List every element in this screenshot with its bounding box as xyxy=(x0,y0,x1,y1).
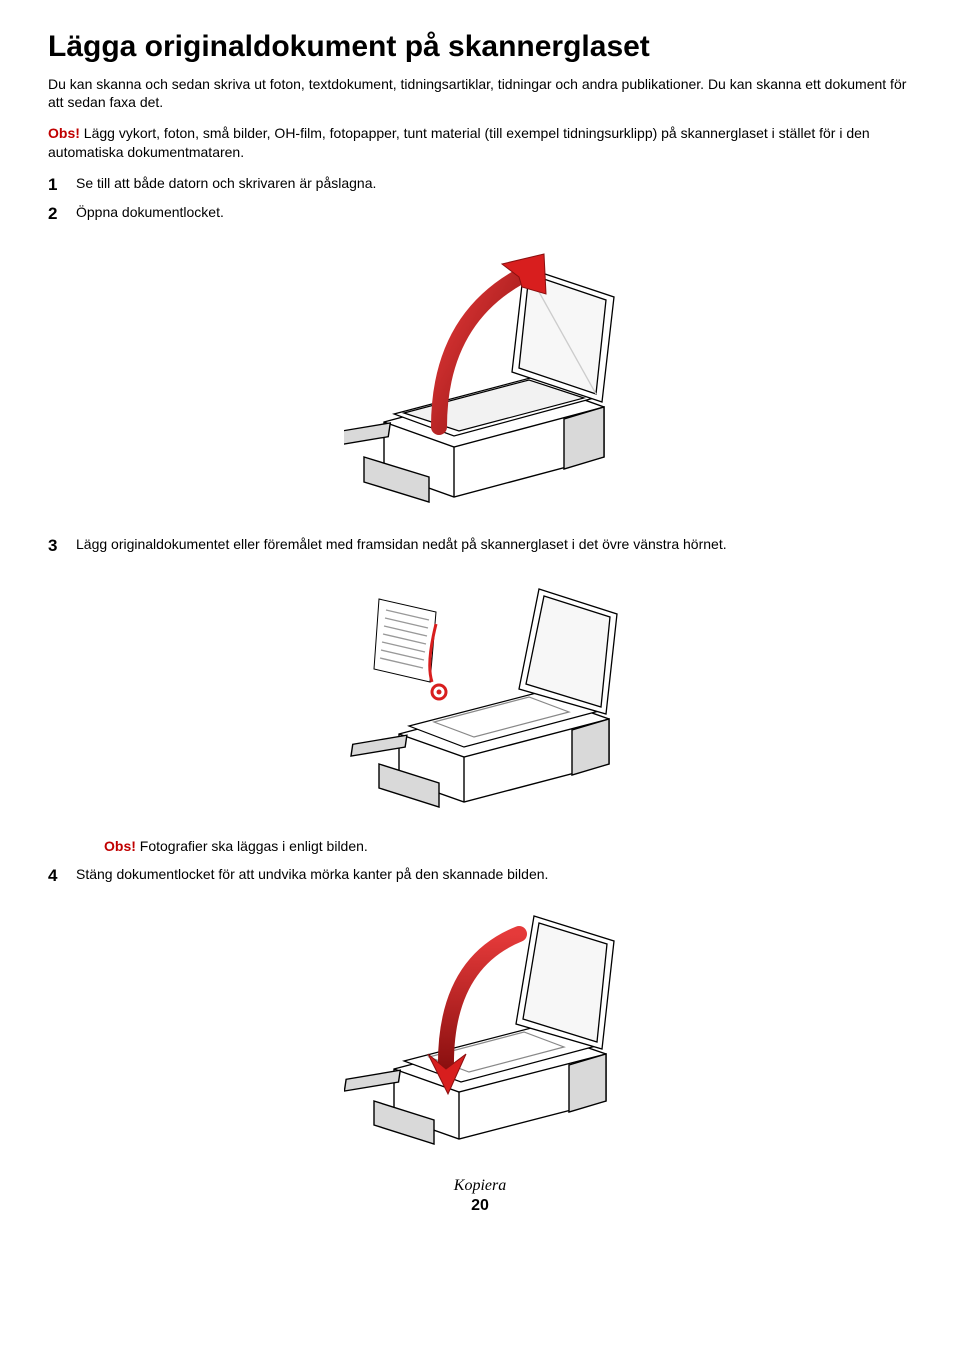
step-3-note-text: Fotografier ska läggas i enligt bilden. xyxy=(136,838,368,854)
footer-section-title: Kopiera xyxy=(48,1177,912,1195)
page-title: Lägga originaldokument på skannerglaset xyxy=(48,30,912,65)
step-3: Lägg originaldokumentet eller föremålet … xyxy=(48,535,912,856)
step-2-text: Öppna dokumentlocket. xyxy=(76,204,224,220)
step-3-text: Lägg originaldokumentet eller föremålet … xyxy=(76,536,727,552)
figure-close-lid xyxy=(76,894,912,1159)
steps-list: Se till att både datorn och skrivaren är… xyxy=(48,174,912,1159)
step-1: Se till att både datorn och skrivaren är… xyxy=(48,174,912,193)
step-2: Öppna dokumentlocket. xyxy=(48,203,912,517)
figure-place-document xyxy=(76,564,912,819)
step-4-text: Stäng dokumentlocket för att undvika mör… xyxy=(76,866,548,882)
intro-paragraph: Du kan skanna och sedan skriva ut foton,… xyxy=(48,75,912,113)
top-note: Obs! Lägg vykort, foton, små bilder, OH-… xyxy=(48,124,912,162)
step-3-note: Obs! Fotografier ska läggas i enligt bil… xyxy=(104,837,912,856)
step-3-note-label: Obs! xyxy=(104,838,136,854)
note-text: Lägg vykort, foton, små bilder, OH-film,… xyxy=(48,125,870,160)
footer-page-number: 20 xyxy=(48,1197,912,1215)
figure-open-lid xyxy=(76,232,912,517)
note-label: Obs! xyxy=(48,125,80,141)
step-4: Stäng dokumentlocket för att undvika mör… xyxy=(48,865,912,1159)
page-footer: Kopiera 20 xyxy=(48,1177,912,1215)
